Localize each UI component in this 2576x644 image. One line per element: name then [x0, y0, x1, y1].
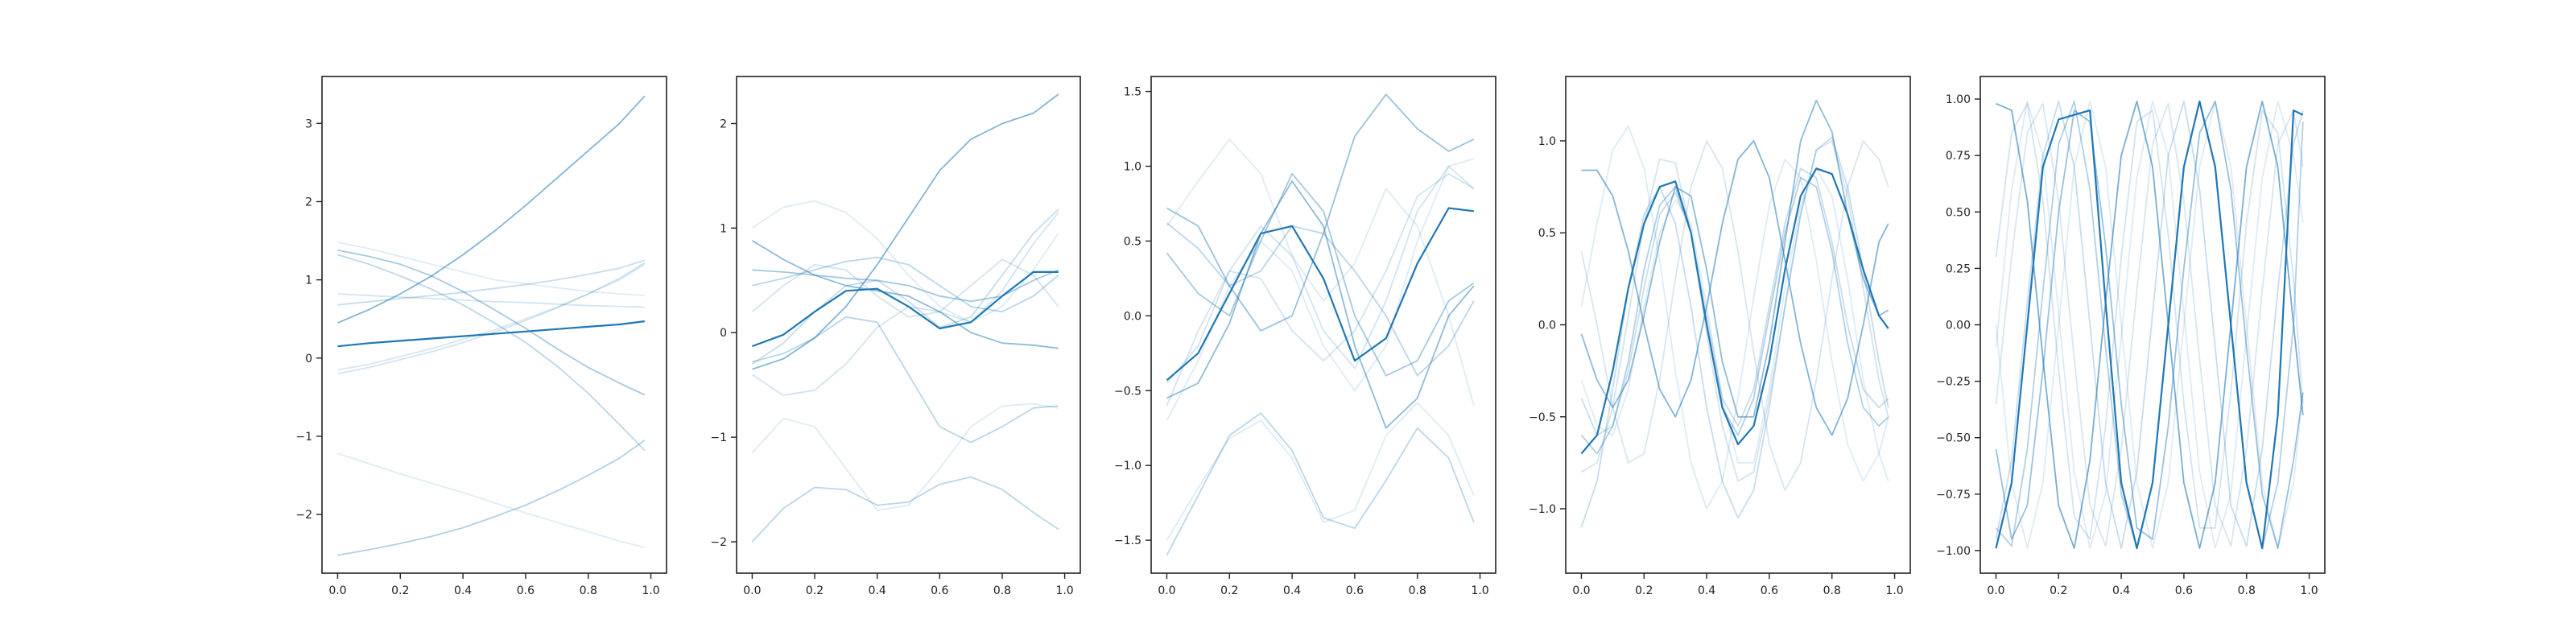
y-tick-label: 1: [720, 222, 727, 235]
x-tick-label: 0.0: [1987, 584, 2004, 597]
y-tick-label: 3: [305, 118, 312, 130]
y-tick-label: −0.5: [1529, 411, 1556, 424]
y-tick-label: −0.75: [1936, 489, 1971, 502]
series-line-4-2: [1582, 101, 1889, 417]
series-line-2-5: [752, 209, 1058, 364]
y-tick-label: 0.50: [1946, 206, 1971, 219]
x-tick-label: 0.2: [391, 584, 409, 597]
x-tick-label: 1.0: [642, 584, 659, 597]
x-tick-label: 1.0: [1471, 584, 1488, 597]
y-tick-label: −0.50: [1936, 432, 1971, 445]
series-line-2-11: [752, 477, 1058, 543]
y-tick-label: 2: [305, 196, 312, 208]
x-tick-label: 0.0: [328, 584, 346, 597]
series-line-1-8: [338, 242, 645, 295]
y-tick-label: 0.00: [1946, 320, 1971, 332]
x-tick-label: 0.2: [2050, 584, 2067, 597]
x-tick-label: 1.0: [1055, 584, 1073, 597]
series-line-3-9: [1167, 413, 1474, 555]
x-tick-label: 0.8: [1409, 584, 1426, 597]
y-tick-label: −1: [295, 431, 312, 444]
y-tick-label: −1.00: [1936, 545, 1971, 558]
x-tick-label: 0.0: [1158, 584, 1175, 597]
y-tick-label: −1.5: [1114, 535, 1141, 547]
y-tick-label: 1: [305, 275, 312, 287]
series-line-4-4: [1582, 168, 1889, 435]
y-tick-label: 0.75: [1946, 150, 1971, 163]
x-tick-label: 0.4: [2112, 584, 2130, 597]
y-tick-label: 0.0: [1124, 310, 1141, 323]
series-line-1-10: [338, 440, 645, 555]
x-tick-label: 0.6: [1761, 584, 1778, 597]
y-tick-label: 0: [305, 353, 312, 365]
y-tick-label: −0.25: [1936, 376, 1971, 389]
y-tick-label: −1.0: [1114, 460, 1141, 473]
x-tick-label: 0.4: [869, 584, 886, 597]
x-tick-label: 1.0: [1885, 584, 1903, 597]
y-tick-label: 0.5: [1538, 227, 1556, 240]
x-tick-label: 0.6: [517, 584, 535, 597]
y-tick-label: −0.5: [1114, 385, 1141, 398]
x-tick-label: 0.4: [454, 584, 472, 597]
axes-frame: [1151, 76, 1496, 573]
x-tick-label: 0.4: [1283, 584, 1301, 597]
chart-panel-5: 0.0 0.2 0.4 0.6 0.8 1.0 −1.00 −0.75 −0.50 −0.25 0.…: [1936, 76, 2325, 597]
y-tick-label: −2: [710, 536, 727, 549]
y-tick-label: 0.0: [1538, 320, 1556, 332]
chart-panel-2: 0.0 0.2 0.4 0.6 0.8 1.0 −2 −1 0 1 2: [710, 76, 1080, 597]
x-tick-label: 0.4: [1698, 584, 1715, 597]
y-tick-label: −2: [295, 509, 312, 522]
series-line-1-6: [338, 264, 645, 369]
y-tick-label: 1.0: [1538, 135, 1556, 148]
y-tick-label: 1.5: [1124, 86, 1141, 99]
chart-panel-4: 0.0 0.2 0.4 0.6 0.8 1.0 −1.0 −0.5 0.0 0.5 1.0: [1529, 76, 1910, 597]
x-tick-label: 0.8: [2238, 584, 2256, 597]
x-tick-label: 0.6: [2175, 584, 2193, 597]
series-line-3-7: [1167, 159, 1474, 420]
x-tick-label: 0.0: [743, 584, 761, 597]
x-tick-label: 0.6: [1346, 584, 1364, 597]
axes-frame: [737, 76, 1080, 573]
y-tick-label: −1.0: [1529, 503, 1556, 516]
axes-frame: [1566, 76, 1910, 573]
x-tick-label: 0.8: [993, 584, 1011, 597]
y-tick-label: −1: [710, 431, 727, 444]
series-line-1-9: [338, 453, 645, 547]
x-tick-label: 0.2: [1635, 584, 1653, 597]
x-tick-label: 0.8: [580, 584, 597, 597]
y-tick-label: 2: [720, 118, 727, 130]
chart-panel-1: 0.0 0.2 0.4 0.6 0.8 1.0 −2 −1 0 1 2 3: [295, 76, 667, 597]
x-tick-label: 0.8: [1823, 584, 1841, 597]
y-tick-label: 1.0: [1124, 161, 1141, 174]
x-tick-label: 0.6: [931, 584, 948, 597]
series-line-1-4: [338, 260, 645, 304]
x-tick-label: 0.2: [806, 584, 824, 597]
series-line-1-11: [338, 321, 645, 346]
y-tick-label: 0.5: [1124, 235, 1141, 248]
x-tick-label: 0.2: [1220, 584, 1238, 597]
y-tick-label: 0.25: [1946, 262, 1971, 275]
series-line-1-3: [338, 255, 645, 451]
y-tick-label: 0: [720, 327, 727, 340]
chart-panel-3: 0.0 0.2 0.4 0.6 0.8 1.0 −1.5 −1.0 −0.5 0.0 0.5 1.0 1…: [1114, 76, 1496, 597]
x-tick-label: 0.0: [1572, 584, 1590, 597]
series-line-2-9: [752, 317, 1058, 443]
x-tick-label: 1.0: [2300, 584, 2318, 597]
series-line-3-10: [1167, 402, 1474, 540]
y-tick-label: 1.00: [1946, 93, 1971, 106]
